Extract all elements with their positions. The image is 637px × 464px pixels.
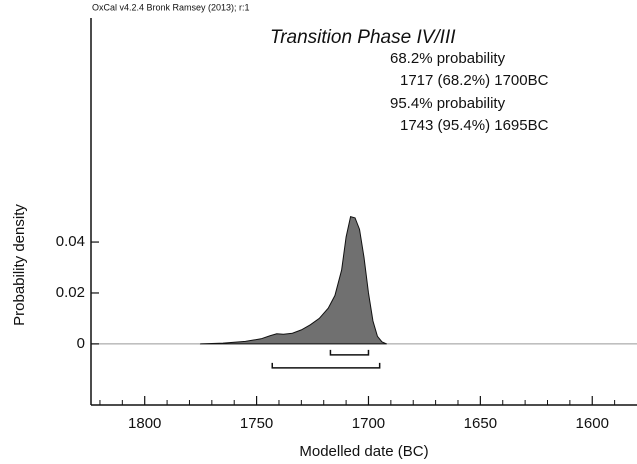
range-heading: 68.2% probability [390, 50, 506, 67]
x-tick-label: 1600 [576, 415, 609, 432]
density-area [199, 215, 388, 345]
range-heading: 95.4% probability [390, 95, 506, 112]
x-axis-label: Modelled date (BC) [299, 443, 428, 460]
range-bracket [271, 362, 381, 369]
range-text: 1717 (68.2%) 1700BC [400, 72, 549, 89]
header: OxCal v4.2.4 Bronk Ramsey (2013); r:1 [92, 2, 250, 12]
range-bracket [329, 349, 370, 356]
x-tick-label: 1800 [128, 415, 161, 432]
chart-title: Transition Phase IV/III [270, 27, 456, 48]
y-tick-label: 0.02 [56, 284, 85, 301]
x-tick-label: 1750 [240, 415, 273, 432]
y-axis-label: Probability density [11, 204, 28, 326]
x-tick-label: 1650 [464, 415, 497, 432]
range-text: 1743 (95.4%) 1695BC [400, 117, 549, 134]
x-tick-label: 1700 [352, 415, 385, 432]
y-tick-label: 0 [77, 335, 85, 352]
y-tick-label: 0.04 [56, 233, 85, 250]
